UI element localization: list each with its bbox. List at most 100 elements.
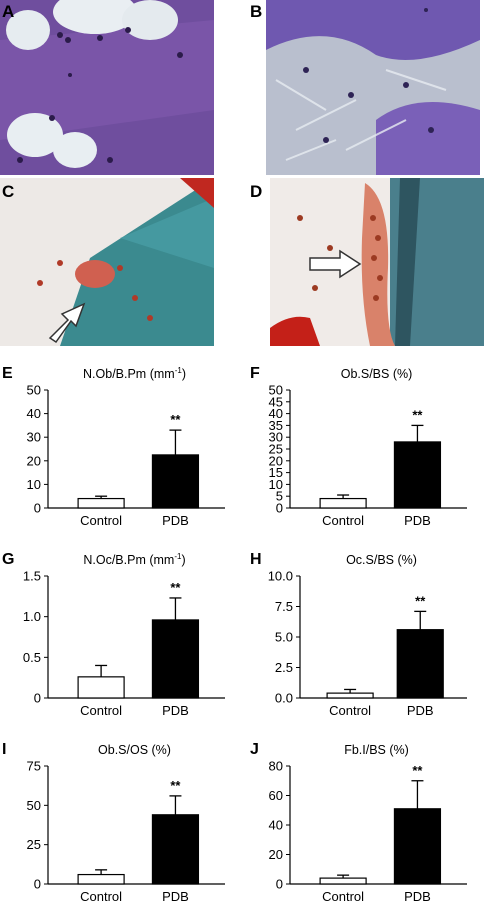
- y-tick-label: 80: [269, 759, 283, 774]
- chart-title: N.Ob/B.Pm (mm-1): [83, 366, 186, 381]
- chart-g: G N.Oc/B.Pm (mm-1) 0 0.5 1.0 1.5 Control ** PDB: [0, 548, 240, 726]
- x-tick-label: PDB: [404, 513, 431, 528]
- chart-j: J Fb.I/BS (%) 0 20 40 60 80 Control ** PDB: [242, 732, 482, 908]
- y-tick-label: 50: [269, 383, 283, 398]
- chart-svg-g: G N.Oc/B.Pm (mm-1) 0 0.5 1.0 1.5 Control ** PDB: [2, 551, 225, 718]
- bar-pdb: [151, 619, 200, 699]
- chart-i: I Ob.S/OS (%) 0 25 50 75 Control ** PDB: [0, 732, 240, 908]
- chart-title: Oc.S/BS (%): [346, 553, 417, 567]
- y-tick-label: 40: [269, 818, 283, 833]
- bar-pdb: [393, 808, 442, 885]
- significance-marker: **: [415, 593, 426, 608]
- chart-h: H Oc.S/BS (%) 0.0 2.5 5.0 7.5 10.0 Control ** PDB: [242, 548, 482, 726]
- y-tick-label: 0.0: [275, 691, 293, 706]
- panel-letter-e: E: [2, 365, 13, 382]
- x-tick-label: PDB: [162, 703, 189, 718]
- significance-marker: **: [412, 407, 423, 422]
- bar-pdb: [151, 814, 200, 885]
- y-tick-label: 0: [34, 691, 41, 706]
- y-tick-label: 50: [27, 383, 41, 398]
- x-tick-label: Control: [329, 703, 371, 718]
- chart-title: Ob.S/OS (%): [98, 743, 171, 757]
- y-tick-label: 20: [27, 453, 41, 468]
- y-tick-label: 0: [276, 877, 283, 892]
- micrograph-c: [0, 178, 214, 353]
- y-tick-label: 35: [269, 418, 283, 433]
- x-tick-label: Control: [80, 889, 122, 904]
- bar-pdb: [396, 629, 444, 699]
- chart-title-main: Fb.I/BS (%): [344, 743, 409, 757]
- y-tick-label: 20: [269, 847, 283, 862]
- y-tick-label: 15: [269, 465, 283, 480]
- significance-marker: **: [412, 763, 423, 778]
- panel-label-a: A: [2, 2, 15, 21]
- y-tick-label: 10: [269, 477, 283, 492]
- y-tick-label: 7.5: [275, 599, 293, 614]
- bar-pdb: [393, 441, 442, 509]
- bar-pdb: [151, 454, 200, 509]
- y-tick-label: 50: [27, 798, 41, 813]
- chart-title: Ob.S/BS (%): [341, 367, 413, 381]
- bar-control: [77, 497, 125, 509]
- y-tick-label: 10.0: [268, 569, 293, 584]
- y-tick-label: 30: [269, 430, 283, 445]
- chart-title-main: N.Oc/B.Pm (mm: [83, 553, 174, 567]
- panel-label-b: B: [250, 2, 263, 21]
- x-tick-label: Control: [80, 703, 122, 718]
- bar-control: [77, 873, 125, 885]
- x-tick-label: PDB: [162, 513, 189, 528]
- micrograph-a: [0, 0, 214, 175]
- y-tick-label: 40: [269, 406, 283, 421]
- significance-marker: **: [170, 580, 181, 595]
- chart-title-superscript: -1: [175, 366, 183, 375]
- y-tick-label: 40: [27, 406, 41, 421]
- y-tick-label: 0: [34, 501, 41, 516]
- bar-control: [326, 692, 374, 699]
- y-tick-label: 0: [34, 877, 41, 892]
- y-tick-label: 10: [27, 477, 41, 492]
- chart-f: F Ob.S/BS (%) 0 5 10 15 20 25 30 35 40 45 50 Control *…: [242, 360, 482, 530]
- y-tick-label: 25: [269, 442, 283, 457]
- y-tick-label: 0: [276, 501, 283, 516]
- chart-svg-h: H Oc.S/BS (%) 0.0 2.5 5.0 7.5 10.0 Control ** PDB: [250, 551, 467, 718]
- y-tick-label: 2.5: [275, 660, 293, 675]
- panel-label-c: C: [2, 182, 15, 201]
- panel-letter-i: I: [2, 741, 6, 758]
- chart-svg-j: J Fb.I/BS (%) 0 20 40 60 80 Control ** PDB: [250, 741, 467, 904]
- panel-letter-f: F: [250, 365, 260, 382]
- y-tick-label: 60: [269, 788, 283, 803]
- chart-title-end: ): [182, 367, 186, 381]
- bar-control: [77, 676, 125, 699]
- panel-letter-j: J: [250, 741, 259, 758]
- x-tick-label: PDB: [404, 889, 431, 904]
- y-tick-label: 0.5: [23, 650, 41, 665]
- y-tick-label: 25: [27, 837, 41, 852]
- x-tick-label: Control: [80, 513, 122, 528]
- micrograph-d: [270, 178, 484, 353]
- significance-marker: **: [170, 412, 181, 427]
- chart-title-superscript: -1: [174, 552, 182, 561]
- chart-title-main: Ob.S/BS (%): [341, 367, 413, 381]
- y-tick-label: 5.0: [275, 630, 293, 645]
- chart-title: N.Oc/B.Pm (mm-1): [83, 552, 185, 567]
- chart-svg-e: E N.Ob/B.Pm (mm-1) 0 10 20 30 40 50 Control ** PDB: [2, 365, 225, 528]
- y-tick-label: 1.5: [23, 569, 41, 584]
- bar-control: [319, 877, 367, 885]
- chart-title: Fb.I/BS (%): [344, 743, 409, 757]
- y-tick-label: 45: [269, 394, 283, 409]
- chart-e: E N.Ob/B.Pm (mm-1) 0 10 20 30 40 50 Control ** PDB: [0, 360, 240, 530]
- y-tick-label: 30: [27, 430, 41, 445]
- y-tick-label: 20: [269, 453, 283, 468]
- chart-title-main: N.Ob/B.Pm (mm: [83, 367, 175, 381]
- chart-title-end: ): [181, 553, 185, 567]
- panel-letter-h: H: [250, 551, 262, 568]
- bar-control: [319, 497, 367, 509]
- y-tick-label: 75: [27, 759, 41, 774]
- significance-marker: **: [170, 778, 181, 793]
- x-tick-label: PDB: [407, 703, 434, 718]
- y-tick-label: 1.0: [23, 609, 41, 624]
- chart-svg-i: I Ob.S/OS (%) 0 25 50 75 Control ** PDB: [2, 741, 225, 904]
- chart-title-main: Oc.S/BS (%): [346, 553, 417, 567]
- panel-letter-g: G: [2, 551, 14, 568]
